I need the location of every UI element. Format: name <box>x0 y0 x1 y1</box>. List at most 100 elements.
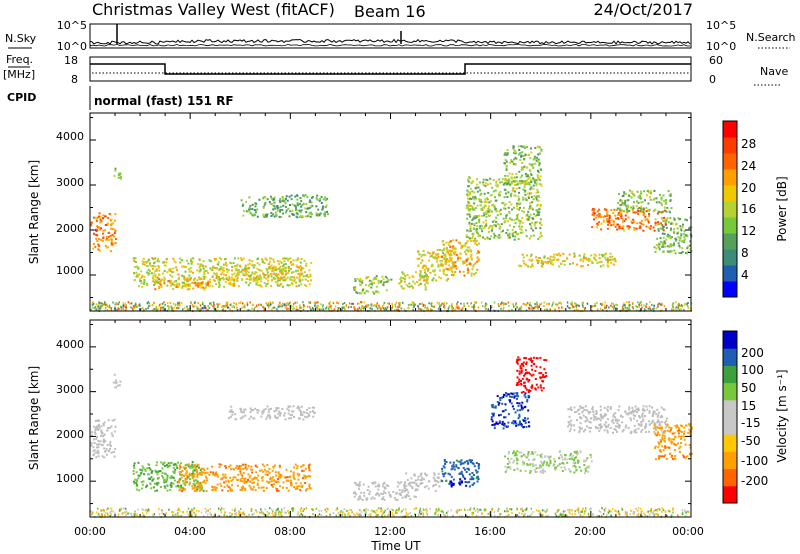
velocity-cell <box>449 480 452 483</box>
velocity-cell <box>260 415 263 418</box>
velocity-cell <box>267 470 270 473</box>
power-cell <box>99 221 102 224</box>
velocity-cell <box>392 490 395 493</box>
power-cell <box>224 305 226 308</box>
velocity-cell <box>98 427 101 430</box>
velocity-cell <box>548 457 551 460</box>
velocity-cell <box>303 474 306 477</box>
power-cell <box>518 148 521 151</box>
power-cell <box>251 208 254 211</box>
power-cb-tick-24: 24 <box>741 159 756 173</box>
power-cell <box>299 202 302 205</box>
power-cell <box>535 256 538 259</box>
velocity-cell <box>252 478 255 480</box>
power-cell <box>155 279 158 282</box>
power-cell <box>174 303 177 306</box>
velocity-cell <box>503 424 506 427</box>
power-cell <box>133 260 136 262</box>
velocity-cell <box>151 470 154 473</box>
velocity-cell <box>529 359 532 362</box>
power-cell <box>263 203 266 206</box>
power-cell <box>252 214 255 217</box>
power-cell <box>628 189 631 192</box>
power-cell <box>224 281 227 284</box>
power-cell <box>273 198 275 201</box>
power-cell <box>626 307 628 310</box>
power-cell <box>627 216 630 219</box>
velocity-cell <box>524 373 527 376</box>
power-cell <box>212 265 215 268</box>
power-cell <box>502 303 505 306</box>
power-cell <box>256 304 258 307</box>
power-cell <box>140 276 143 279</box>
velocity-cell <box>174 468 177 471</box>
power-cell <box>513 305 515 308</box>
power-cell <box>154 274 157 277</box>
power-cell <box>167 305 169 308</box>
power-cell <box>539 231 542 234</box>
power-cell <box>337 309 339 312</box>
velocity-cell <box>361 499 364 501</box>
power-cell <box>662 210 665 213</box>
power-cell <box>271 278 274 281</box>
velocity-cell <box>509 395 511 398</box>
power-cell <box>407 285 409 288</box>
power-cell <box>431 252 434 255</box>
power-cell <box>217 278 220 281</box>
velocity-cell <box>405 485 408 488</box>
power-cell <box>305 211 308 214</box>
power-cell <box>182 265 185 268</box>
power-cell <box>686 247 689 250</box>
velocity-cell <box>502 427 505 430</box>
power-cell <box>619 226 622 229</box>
power-colorbar-segment <box>723 265 737 282</box>
power-cell <box>467 200 470 203</box>
power-cell <box>514 194 517 197</box>
velocity-cell <box>378 494 381 497</box>
velocity-cell <box>281 408 284 410</box>
power-cell <box>291 279 294 282</box>
velocity-cell <box>517 359 520 362</box>
power-cell <box>460 308 463 311</box>
power-cell <box>530 179 532 182</box>
power-cell <box>424 265 427 267</box>
velocity-cell <box>112 381 115 384</box>
power-cell <box>502 306 505 309</box>
power-cell <box>225 261 228 264</box>
velocity-cell <box>212 486 215 489</box>
power-cell <box>583 309 586 312</box>
velocity-cell <box>576 453 579 456</box>
power-cell <box>166 284 169 287</box>
velocity-cell <box>103 456 106 459</box>
power-cell <box>646 219 649 222</box>
power-cell <box>494 207 497 210</box>
power-cell <box>284 262 287 265</box>
power-cell <box>276 282 279 285</box>
velocity-cell <box>261 410 264 413</box>
power-cell <box>537 145 540 148</box>
velocity-cell <box>414 479 417 482</box>
power-cell <box>479 189 481 192</box>
power-colorbar-segment <box>723 233 737 250</box>
power-cell <box>329 301 331 304</box>
power-cell <box>671 304 674 307</box>
power-cell <box>372 278 375 281</box>
power-cell <box>470 258 473 261</box>
power-cell <box>523 211 525 214</box>
velocity-cell <box>287 480 290 482</box>
power-cell <box>274 280 277 283</box>
power-cell <box>264 257 267 260</box>
power-cell <box>210 302 212 304</box>
velocity-cell <box>363 491 366 494</box>
velocity-cell <box>516 362 519 365</box>
power-cell <box>527 265 530 268</box>
power-cell <box>683 309 685 311</box>
power-cell <box>367 305 369 308</box>
velocity-cell <box>516 409 519 412</box>
velocity-cell <box>102 424 105 427</box>
power-cell <box>277 268 280 271</box>
power-cell <box>640 201 643 204</box>
power-cell <box>473 191 476 194</box>
power-cell <box>412 308 414 311</box>
power-cell <box>204 275 207 278</box>
